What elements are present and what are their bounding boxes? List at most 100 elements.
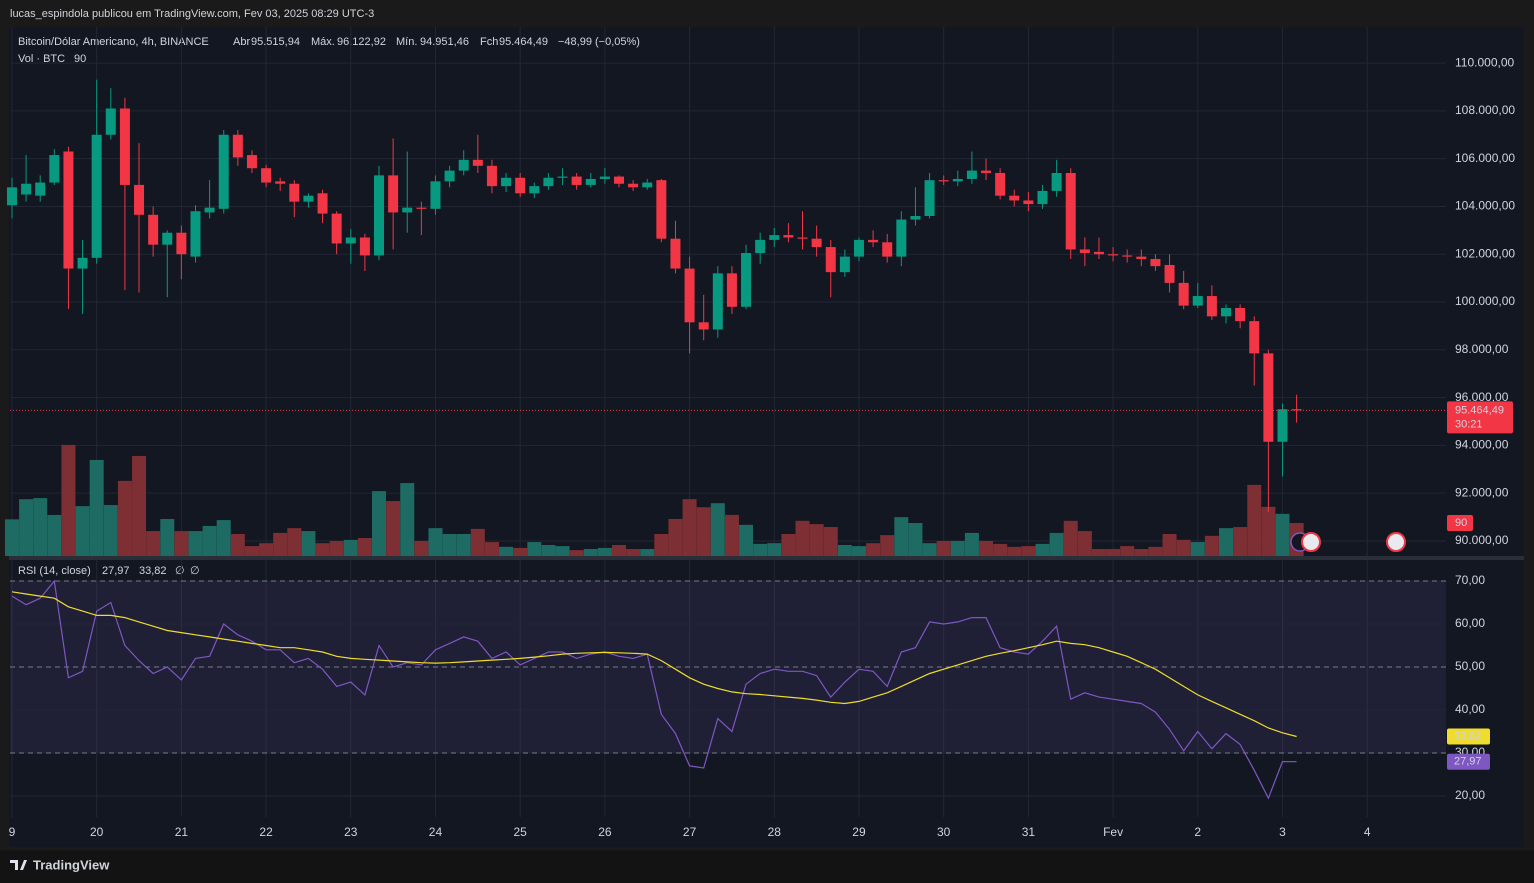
- volume-bar: [710, 503, 725, 556]
- candle-body: [1235, 307, 1246, 322]
- volume-bar: [767, 543, 782, 556]
- candle-body: [670, 238, 681, 269]
- y-tick-label: 110.000,00: [1455, 55, 1514, 69]
- candle-body: [134, 184, 145, 215]
- volume-bar: [1091, 549, 1106, 556]
- candle-body: [430, 181, 441, 209]
- y-tick-label: 60,00: [1455, 616, 1485, 630]
- volume-bar: [329, 540, 344, 556]
- volume-bar: [386, 501, 401, 556]
- volume-bar: [866, 543, 881, 556]
- volume-bar: [611, 545, 626, 556]
- candle-body: [303, 195, 314, 202]
- candle-body: [345, 237, 356, 244]
- volume-bar: [343, 539, 358, 556]
- candle-body: [995, 172, 1006, 196]
- x-tick-label: 24: [429, 825, 443, 839]
- volume-bar: [527, 542, 542, 556]
- volume-bar: [499, 546, 514, 556]
- candle-body: [910, 215, 921, 220]
- candle-body: [63, 151, 74, 269]
- volume-bar: [89, 459, 104, 556]
- legend-key: Máx.: [311, 36, 335, 48]
- volume-bar: [1106, 549, 1121, 556]
- volume-bar: [1162, 534, 1177, 556]
- last-price-label: 95.464,49: [1455, 404, 1504, 416]
- tradingview-logo: TradingView: [10, 857, 110, 872]
- rsi-line: [11, 579, 1297, 800]
- legend-value: 96.122,92: [337, 36, 386, 48]
- y-tick-label: 40,00: [1455, 702, 1485, 716]
- candle-body: [49, 155, 60, 183]
- candle-body: [557, 176, 568, 178]
- volume-bar: [456, 534, 471, 556]
- legend-value: 94.951,46: [420, 36, 469, 48]
- candle-body: [21, 183, 32, 195]
- candle-body: [275, 181, 286, 184]
- candle-body: [1291, 409, 1302, 411]
- candle-body: [77, 257, 88, 269]
- volume-bar: [908, 523, 923, 556]
- volume-bar: [894, 517, 909, 556]
- event-icon[interactable]: [1301, 532, 1321, 552]
- y-tick-label: 98.000,00: [1455, 342, 1509, 356]
- candle-body: [359, 237, 370, 256]
- candle-body: [374, 175, 385, 256]
- candle-body: [1023, 200, 1034, 205]
- volume-bar: [244, 546, 259, 556]
- candle-body: [613, 176, 624, 184]
- volume-bar: [103, 505, 118, 556]
- y-tick-label: 20,00: [1455, 788, 1485, 802]
- event-icon[interactable]: [1386, 532, 1406, 552]
- volume-bar: [315, 543, 330, 556]
- candle-body: [755, 239, 766, 254]
- volume-bar: [216, 520, 231, 556]
- rsi-legend-value: ∅: [175, 565, 185, 577]
- rsi-title: RSI (14, close): [18, 565, 91, 577]
- volume-bar: [964, 532, 979, 556]
- x-tick-label: 27: [683, 825, 697, 839]
- x-tick-label: 31: [1022, 825, 1036, 839]
- volume-bar: [668, 518, 683, 556]
- volume-bar: [75, 506, 90, 556]
- candle-body: [1051, 172, 1062, 191]
- candle-body: [1263, 353, 1274, 442]
- volume-bar: [555, 546, 570, 556]
- x-tick-label: 4: [1364, 825, 1371, 839]
- x-tick-label: 29: [852, 825, 866, 839]
- x-tick-label: 3: [1279, 825, 1286, 839]
- candle-body: [388, 175, 399, 213]
- candle-body: [105, 108, 116, 135]
- volume-bar: [4, 519, 19, 556]
- volume-bar: [117, 480, 132, 556]
- volume-bar: [1204, 535, 1219, 556]
- rsi-value-box: [1447, 728, 1490, 745]
- y-tick-label: 104.000,00: [1455, 199, 1515, 213]
- volume-bar: [1190, 542, 1205, 556]
- candle-body: [712, 273, 723, 330]
- rsi-legend-value: 27,97: [102, 565, 130, 577]
- candle-body: [952, 178, 963, 182]
- volume-bar: [682, 499, 697, 556]
- candle-body: [981, 170, 992, 173]
- y-tick-label: 100.000,00: [1455, 294, 1515, 308]
- volume-bar: [583, 549, 598, 556]
- volume-bar: [287, 528, 302, 556]
- volume-bar: [19, 499, 34, 556]
- volume-bar: [188, 531, 203, 556]
- legend-change: −48,99 (−0,05%): [558, 36, 640, 48]
- candle-body: [1277, 409, 1288, 442]
- candle-body: [924, 180, 935, 216]
- candle-body: [853, 239, 864, 257]
- volume-bar: [414, 540, 429, 556]
- y-tick-label: 50,00: [1455, 659, 1485, 673]
- volume-bar: [950, 540, 965, 556]
- volume-bar: [696, 507, 711, 556]
- volume-bar: [922, 543, 937, 556]
- candle-body: [416, 207, 427, 209]
- candle-body: [599, 176, 610, 179]
- volume-bar: [1148, 546, 1163, 556]
- candle-body: [811, 238, 822, 248]
- candle-body: [825, 247, 836, 273]
- last-price-box: [1447, 401, 1513, 434]
